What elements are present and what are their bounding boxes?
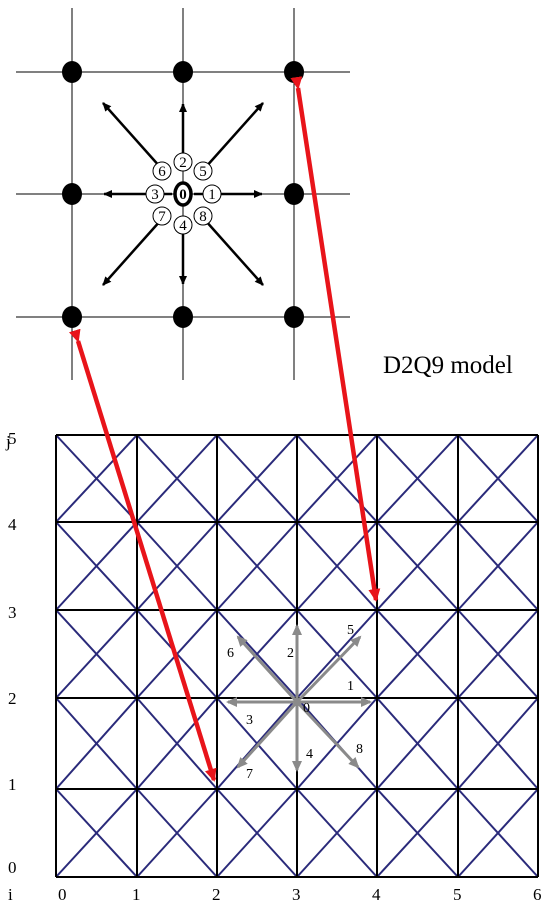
lattice-diagonal	[457, 788, 539, 878]
lattice-vector-label-6: 6	[227, 646, 234, 661]
stencil-node	[173, 306, 193, 328]
stencil-node	[62, 306, 82, 328]
lattice-vector-label-4: 4	[306, 747, 313, 762]
lattice-vector-label-8: 8	[356, 742, 363, 757]
stencil-circle-2	[173, 152, 193, 172]
lattice-diagonal	[376, 609, 459, 699]
j-tick-0: 0	[8, 858, 17, 877]
stencil-label-6: 6	[158, 164, 166, 180]
lattice-diagonal	[136, 788, 218, 878]
stencil-circle-7	[152, 206, 172, 226]
stencil-node	[62, 183, 82, 205]
stencil-circle-3	[145, 184, 165, 204]
j-tick-5: 5	[8, 429, 17, 448]
lattice-diagonal	[216, 788, 298, 878]
lattice-vector-label-7: 7	[246, 767, 253, 782]
stencil-circle-0	[173, 181, 193, 207]
lattice-vector-6	[236, 635, 299, 704]
stencil-label-8: 8	[199, 209, 207, 225]
lattice-diagonal	[55, 788, 138, 878]
lattice-vector-label-2: 2	[287, 646, 294, 661]
lattice-diagonal	[376, 434, 459, 523]
i-tick-4: 4	[372, 885, 381, 904]
stencil: 0 1 2 3 4 5 6 7 8	[16, 8, 350, 380]
j-tick-2: 2	[8, 689, 17, 708]
stencil-circle-1	[202, 184, 222, 204]
stencil-arrow	[102, 102, 162, 169]
lattice-vector-5	[295, 635, 362, 704]
lattice-vector-label-1: 1	[347, 679, 354, 694]
stencil-label-4: 4	[179, 218, 187, 234]
correspondence-arrows	[69, 76, 381, 782]
j-tick-3: 3	[8, 603, 17, 622]
i-tick-6: 6	[533, 885, 542, 904]
stencil-label-5: 5	[199, 164, 207, 180]
lattice-vector-label-3: 3	[246, 713, 253, 728]
i-tick-0: 0	[58, 885, 67, 904]
lattice-diagonal	[296, 609, 378, 699]
stencil-arrow	[204, 219, 264, 286]
j-tick-4: 4	[8, 515, 17, 534]
lattice-vector-7	[236, 700, 299, 769]
lattice: i j 0 1 2 3 4 5 6 0 1 2 3 4 5	[5, 429, 542, 904]
lattice-diagonal	[216, 609, 298, 699]
lattice-diagonal	[216, 697, 298, 790]
j-axis-label: j	[5, 432, 11, 451]
correspondence-arrow-left	[69, 328, 217, 782]
stencil-circle-6	[152, 161, 172, 181]
i-tick-5: 5	[453, 885, 462, 904]
i-tick-2: 2	[212, 885, 221, 904]
stencil-node	[284, 61, 304, 83]
lattice-vector-label-5: 5	[347, 623, 354, 638]
lattice-diagonal	[296, 788, 378, 878]
stencil-arrow	[204, 102, 264, 169]
stencil-node	[173, 61, 193, 83]
lattice-diagonal	[457, 609, 539, 699]
lattice-diagonal	[216, 434, 298, 523]
j-tick-1: 1	[8, 775, 17, 794]
lattice-diagonal	[376, 521, 459, 611]
lattice-diagonal	[376, 697, 459, 790]
lattice-diagonal	[457, 521, 539, 611]
stencil-direction-labels: 0 1 2 3 4 5 6 7 8	[151, 155, 216, 234]
stencil-circle-8	[193, 206, 213, 226]
lattice-center-label: 0	[303, 701, 310, 716]
stencil-arrow	[102, 219, 162, 286]
stencil-label-2: 2	[179, 155, 187, 171]
lattice-diagonal	[457, 697, 539, 790]
stencil-node	[284, 183, 304, 205]
i-axis-label: i	[8, 885, 13, 904]
lattice-diagonal	[376, 788, 459, 878]
lattice-vector-8	[295, 700, 360, 769]
lattice-vectors	[226, 624, 372, 772]
i-tick-1: 1	[132, 885, 141, 904]
i-tick-3: 3	[292, 885, 301, 904]
lattice-diagonal	[457, 434, 539, 523]
stencil-label-0: 0	[179, 187, 187, 203]
stencil-circle-5	[193, 161, 213, 181]
stencil-direction-circles	[145, 152, 222, 235]
stencil-circle-4	[173, 215, 193, 235]
stencil-label-7: 7	[158, 209, 166, 225]
lattice-diagonal	[216, 521, 298, 611]
stencil-node	[284, 306, 304, 328]
stencil-node	[62, 61, 82, 83]
stencil-label-1: 1	[208, 187, 216, 203]
correspondence-arrow-right	[290, 76, 381, 602]
model-caption: D2Q9 model	[383, 352, 513, 379]
stencil-label-3: 3	[151, 187, 159, 203]
